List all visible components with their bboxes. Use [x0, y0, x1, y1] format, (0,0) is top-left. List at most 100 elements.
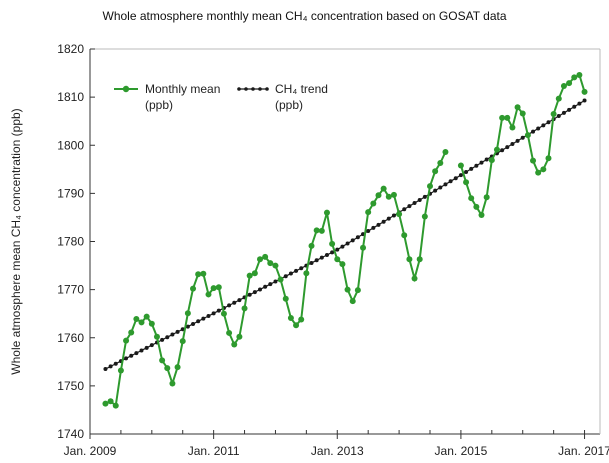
trend-point — [108, 364, 113, 369]
trend-point — [438, 185, 443, 190]
trend-point — [500, 148, 505, 153]
trend-point — [531, 129, 536, 134]
monthly-mean-point — [365, 209, 372, 216]
trend-point — [314, 258, 319, 263]
trend-point — [288, 271, 293, 276]
trend-point — [561, 110, 566, 115]
x-tick-label: Jan. 2015 — [435, 444, 488, 458]
monthly-mean-point — [509, 124, 516, 131]
trend-point — [227, 303, 232, 308]
monthly-mean-point — [179, 338, 186, 345]
monthly-mean-point — [220, 310, 227, 317]
trend-point — [268, 282, 273, 287]
monthly-mean-point — [210, 285, 217, 292]
monthly-mean-point — [153, 333, 160, 340]
monthly-mean-series — [102, 71, 588, 409]
trend-point — [191, 321, 196, 326]
trend-point — [376, 222, 381, 227]
monthly-mean-point — [303, 270, 310, 277]
monthly-mean-point — [396, 211, 403, 218]
monthly-mean-point — [499, 114, 506, 121]
trend-point — [252, 290, 257, 295]
trend-point — [273, 279, 278, 284]
y-tick-label: 1760 — [57, 331, 84, 345]
y-tick-label: 1790 — [57, 186, 84, 200]
trend-point — [417, 197, 422, 202]
x-tick-label: Jan. 2009 — [64, 444, 117, 458]
trend-point — [484, 157, 489, 162]
trend-point — [175, 329, 180, 334]
monthly-mean-point — [102, 400, 109, 407]
monthly-mean-point — [349, 298, 356, 305]
x-tick-label: Jan. 2011 — [188, 444, 240, 458]
trend-point — [479, 160, 484, 165]
trend-point — [520, 135, 525, 140]
monthly-mean-point — [298, 316, 305, 323]
trend-point — [371, 225, 376, 230]
y-tick-label: 1810 — [57, 90, 84, 104]
monthly-mean-point — [550, 110, 557, 117]
trend-point — [330, 250, 335, 255]
monthly-mean-point — [293, 322, 300, 329]
monthly-mean-point — [190, 285, 197, 292]
trend-point — [340, 244, 345, 249]
monthly-mean-point — [226, 329, 233, 336]
monthly-mean-point — [540, 166, 547, 173]
monthly-mean-line — [105, 151, 447, 408]
monthly-mean-point — [246, 272, 253, 279]
trend-point — [206, 313, 211, 318]
monthly-mean-point — [257, 256, 263, 263]
trend-point — [510, 142, 515, 147]
monthly-mean-point — [184, 310, 191, 317]
legend-trend-swatch-dot — [251, 87, 255, 91]
monthly-mean-point — [581, 88, 588, 95]
y-tick-label: 1740 — [57, 427, 84, 441]
trend-point — [464, 169, 469, 174]
monthly-mean-point — [411, 275, 418, 282]
x-tick-label: Jan. 2017 — [558, 444, 609, 458]
trend-point — [443, 182, 448, 187]
monthly-mean-point — [231, 341, 238, 348]
y-axis-title: Whole atmosphere mean CH₄ concentration … — [9, 108, 23, 374]
trend-point — [541, 123, 546, 128]
monthly-mean-point — [354, 287, 361, 294]
trend-point — [185, 324, 190, 329]
trend-point — [134, 351, 139, 356]
monthly-mean-point — [334, 256, 341, 263]
y-tick-label: 1780 — [57, 235, 84, 249]
monthly-mean-point — [174, 364, 181, 371]
monthly-mean-point — [205, 291, 212, 298]
monthly-mean-point — [360, 244, 367, 251]
legend-monthly-mean-unit: (ppb) — [145, 98, 173, 112]
monthly-mean-point — [380, 185, 387, 192]
monthly-mean-point — [323, 209, 330, 216]
trend-point — [216, 308, 221, 313]
monthly-mean-point — [267, 260, 274, 267]
monthly-mean-point — [164, 365, 171, 372]
monthly-mean-point — [236, 333, 243, 340]
monthly-mean-point — [318, 227, 325, 234]
monthly-mean-point — [375, 192, 382, 199]
monthly-mean-point — [241, 305, 248, 312]
monthly-mean-point — [421, 213, 428, 220]
monthly-mean-point — [128, 329, 135, 336]
trend-point — [247, 292, 252, 297]
trend-point — [283, 274, 288, 279]
monthly-mean-point — [370, 200, 377, 207]
monthly-mean-point — [524, 132, 531, 139]
monthly-mean-point — [329, 240, 336, 247]
monthly-mean-point — [148, 320, 155, 327]
trend-point — [422, 194, 427, 199]
monthly-mean-point — [385, 193, 392, 200]
trend-point — [582, 98, 587, 103]
trend-point — [258, 287, 262, 292]
monthly-mean-point — [313, 227, 320, 234]
trend-point — [386, 216, 391, 221]
monthly-mean-point — [159, 357, 166, 364]
monthly-mean-point — [169, 380, 176, 387]
legend-monthly-mean-label: Monthly mean — [145, 82, 220, 96]
monthly-mean-point — [432, 168, 439, 175]
trend-line — [105, 99, 585, 370]
trend-point — [350, 238, 355, 243]
monthly-mean-point — [200, 270, 207, 277]
